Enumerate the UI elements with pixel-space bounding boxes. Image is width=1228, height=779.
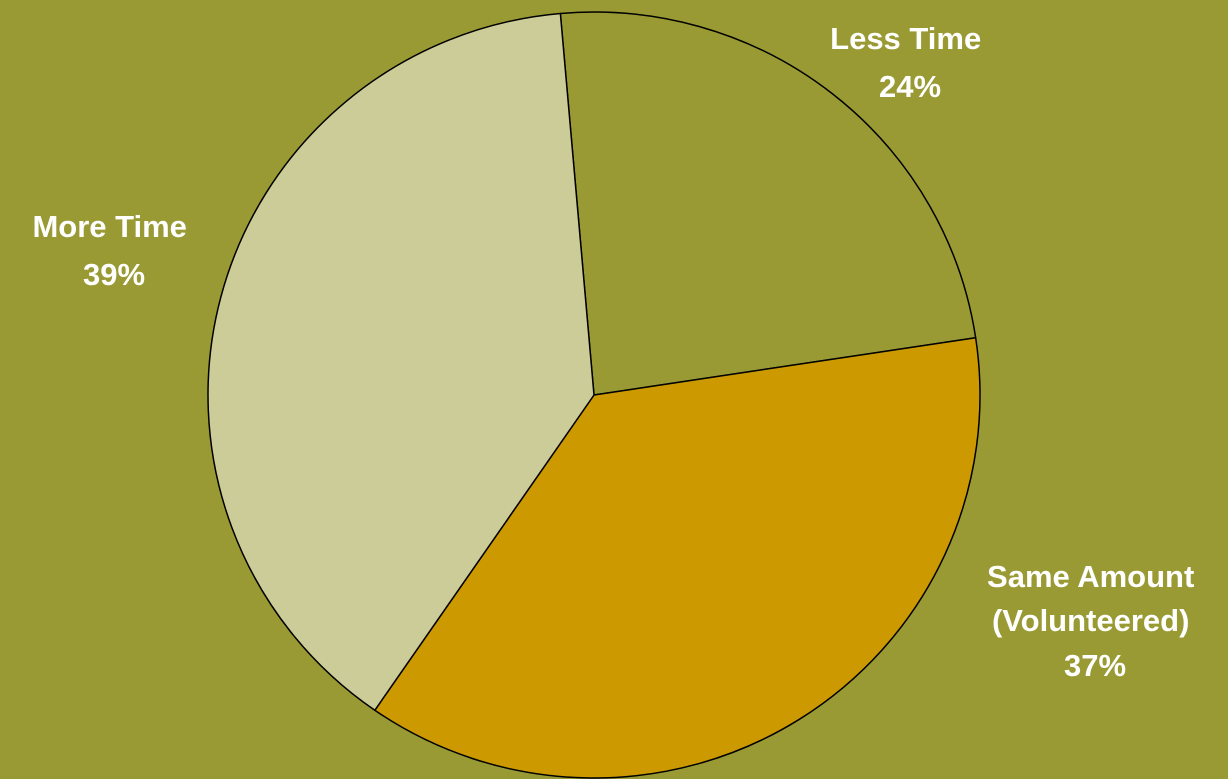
pie-slice-more-time: [207, 12, 595, 712]
label-same-amount-line1: Same Amount: [987, 559, 1194, 594]
label-same-amount-percent: 37%: [1064, 648, 1126, 683]
pie-slices: [207, 11, 981, 779]
pie-slice-less-time: [559, 11, 977, 396]
label-less-time-percent: 24%: [879, 69, 941, 104]
label-less-time-name: Less Time: [830, 21, 981, 56]
pie-slice-same-amount-volunteered: [374, 336, 981, 779]
label-same-amount: Same Amount (Volunteered) 37%: [987, 559, 1203, 683]
label-same-amount-line2: (Volunteered): [992, 603, 1190, 638]
label-less-time: Less Time 24%: [830, 21, 990, 104]
label-more-time-name: More Time: [32, 209, 186, 244]
pie-labels: Less Time 24% Same Amount (Volunteered) …: [32, 21, 1203, 683]
label-more-time-percent: 39%: [83, 257, 145, 292]
label-more-time: More Time 39%: [32, 209, 195, 292]
